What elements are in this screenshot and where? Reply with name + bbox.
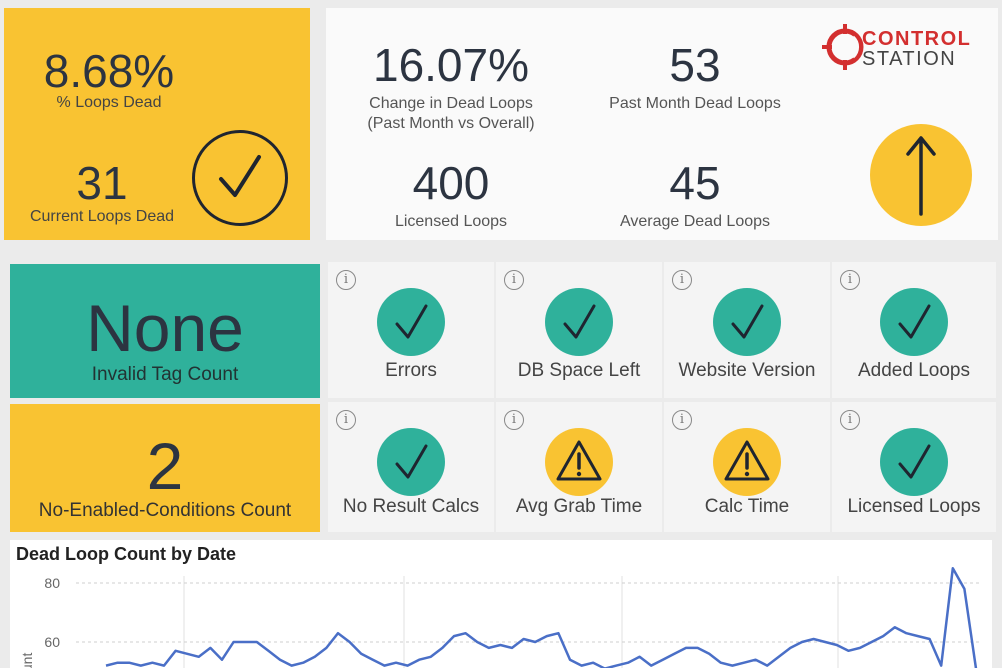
no-enabled-conditions-value: 2 <box>146 429 184 503</box>
info-icon[interactable]: i <box>336 410 356 430</box>
warning-icon <box>545 428 613 496</box>
status-tile: i DB Space Left <box>496 262 662 398</box>
info-icon[interactable]: i <box>504 410 524 430</box>
warning-icon <box>713 428 781 496</box>
status-tile-label: Calc Time <box>704 496 790 517</box>
status-tile: i Licensed Loops <box>832 402 996 532</box>
status-tile: i Calc Time <box>664 402 830 532</box>
no-enabled-conditions-panel: 2 No-Enabled-Conditions Count <box>10 404 320 532</box>
licensed-loops-value: 400 <box>412 157 490 209</box>
info-icon[interactable]: i <box>672 270 692 290</box>
trend-up-indicator <box>870 124 972 226</box>
invalid-tag-count-panel: None Invalid Tag Count <box>10 264 320 398</box>
series-line <box>105 567 978 668</box>
brand-logo: CONTROL STATION <box>822 22 988 74</box>
invalid-tag-count-label: Invalid Tag Count <box>91 364 239 385</box>
change-dead-loops-label: Change in Dead Loops (Past Month vs Over… <box>367 95 535 132</box>
no-enabled-conditions-label: No-Enabled-Conditions Count <box>38 500 292 521</box>
past-month-dead-loops-kpi: 53 Past Month Dead Loops <box>590 42 800 114</box>
pct-loops-dead-value: 8.68% <box>43 45 175 97</box>
status-tile-label: Avg Grab Time <box>515 496 643 517</box>
info-icon[interactable]: i <box>504 270 524 290</box>
crosshair-logo-icon <box>822 24 864 70</box>
chart-title: Dead Loop Count by Date <box>16 544 236 564</box>
info-icon[interactable]: i <box>840 270 860 290</box>
kpi-panel: 16.07% Change in Dead Loops (Past Month … <box>326 8 998 240</box>
arrow-up-icon <box>906 136 936 216</box>
status-tile: i Errors <box>328 262 494 398</box>
info-icon[interactable]: i <box>840 410 860 430</box>
change-dead-loops-kpi: 16.07% Change in Dead Loops (Past Month … <box>336 42 566 134</box>
current-loops-dead-label: Current Loops Dead <box>29 208 175 225</box>
past-month-dead-loops-label: Past Month Dead Loops <box>609 95 781 112</box>
y-tick-label: 60 <box>44 634 60 650</box>
current-loops-dead-value: 31 <box>76 157 128 209</box>
info-icon[interactable]: i <box>336 270 356 290</box>
average-dead-loops-kpi: 45 Average Dead Loops <box>590 160 800 232</box>
check-icon <box>377 428 445 496</box>
status-tile: i Added Loops <box>832 262 996 398</box>
licensed-loops-label: Licensed Loops <box>394 213 508 230</box>
average-dead-loops-value: 45 <box>669 157 721 209</box>
licensed-loops-kpi: 400 Licensed Loops <box>346 160 556 232</box>
dead-loop-chart: Dead Loop Count by Date 80 60 Count <box>10 540 992 668</box>
status-tile: i No Result Calcs <box>328 402 494 532</box>
status-tile-label: Added Loops <box>858 360 970 381</box>
check-icon <box>880 428 948 496</box>
status-tile-label: Website Version <box>678 360 816 381</box>
brand-line1: CONTROL <box>862 28 972 50</box>
brand-line2: STATION <box>862 48 957 70</box>
check-icon <box>545 288 613 356</box>
invalid-tag-count-value: None <box>86 291 244 365</box>
status-tile-label: Licensed Loops <box>847 496 981 517</box>
status-tile: i Avg Grab Time <box>496 402 662 532</box>
status-tile-label: No Result Calcs <box>342 496 480 517</box>
summary-panel: 8.68% % Loops Dead 31 Current Loops Dead <box>4 8 310 240</box>
pct-loops-dead-label: % Loops Dead <box>56 94 162 111</box>
status-tile-label: DB Space Left <box>517 360 641 381</box>
past-month-dead-loops-value: 53 <box>669 39 721 91</box>
chart-plot: 80 60 Count <box>19 567 982 668</box>
check-icon <box>377 288 445 356</box>
status-tile-label: Errors <box>385 360 437 381</box>
change-dead-loops-value: 16.07% <box>372 39 529 91</box>
y-axis-label: Count <box>19 653 35 668</box>
status-tile: i Website Version <box>664 262 830 398</box>
average-dead-loops-label: Average Dead Loops <box>619 213 771 230</box>
y-tick-label: 80 <box>44 575 60 591</box>
check-icon <box>713 288 781 356</box>
check-icon <box>880 288 948 356</box>
info-icon[interactable]: i <box>672 410 692 430</box>
check-circle-icon <box>192 130 288 226</box>
